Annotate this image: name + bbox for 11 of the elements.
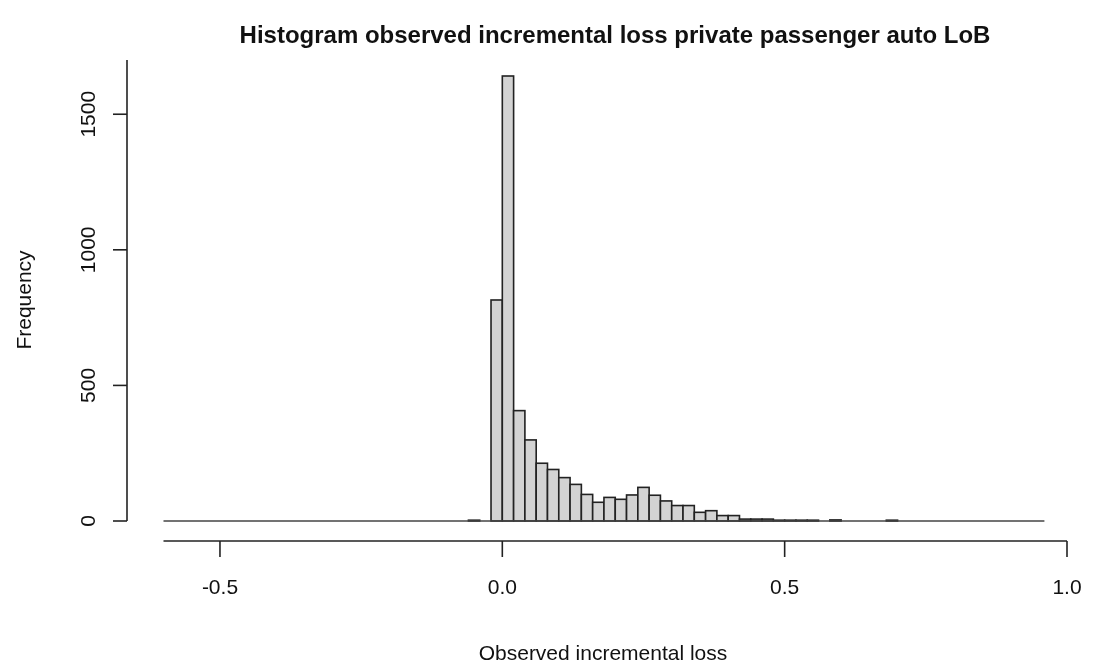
x-tick-label: 0.0 <box>487 575 517 598</box>
x-tick-label: 0.5 <box>770 575 800 598</box>
x-tick-label: -0.5 <box>201 575 239 598</box>
y-tick-label: 1000 <box>76 226 99 274</box>
x-tick-label: 1.0 <box>1052 575 1082 598</box>
y-tick-label: 1500 <box>76 90 99 138</box>
y-tick-label: 500 <box>76 367 99 403</box>
chart-title: Histogram observed incremental loss private passenger auto LoB <box>239 21 991 48</box>
x-axis-title: Observed incremental loss <box>478 641 728 664</box>
y-axis-title: Frequency <box>12 249 35 350</box>
y-tick-label: 0 <box>76 515 99 527</box>
